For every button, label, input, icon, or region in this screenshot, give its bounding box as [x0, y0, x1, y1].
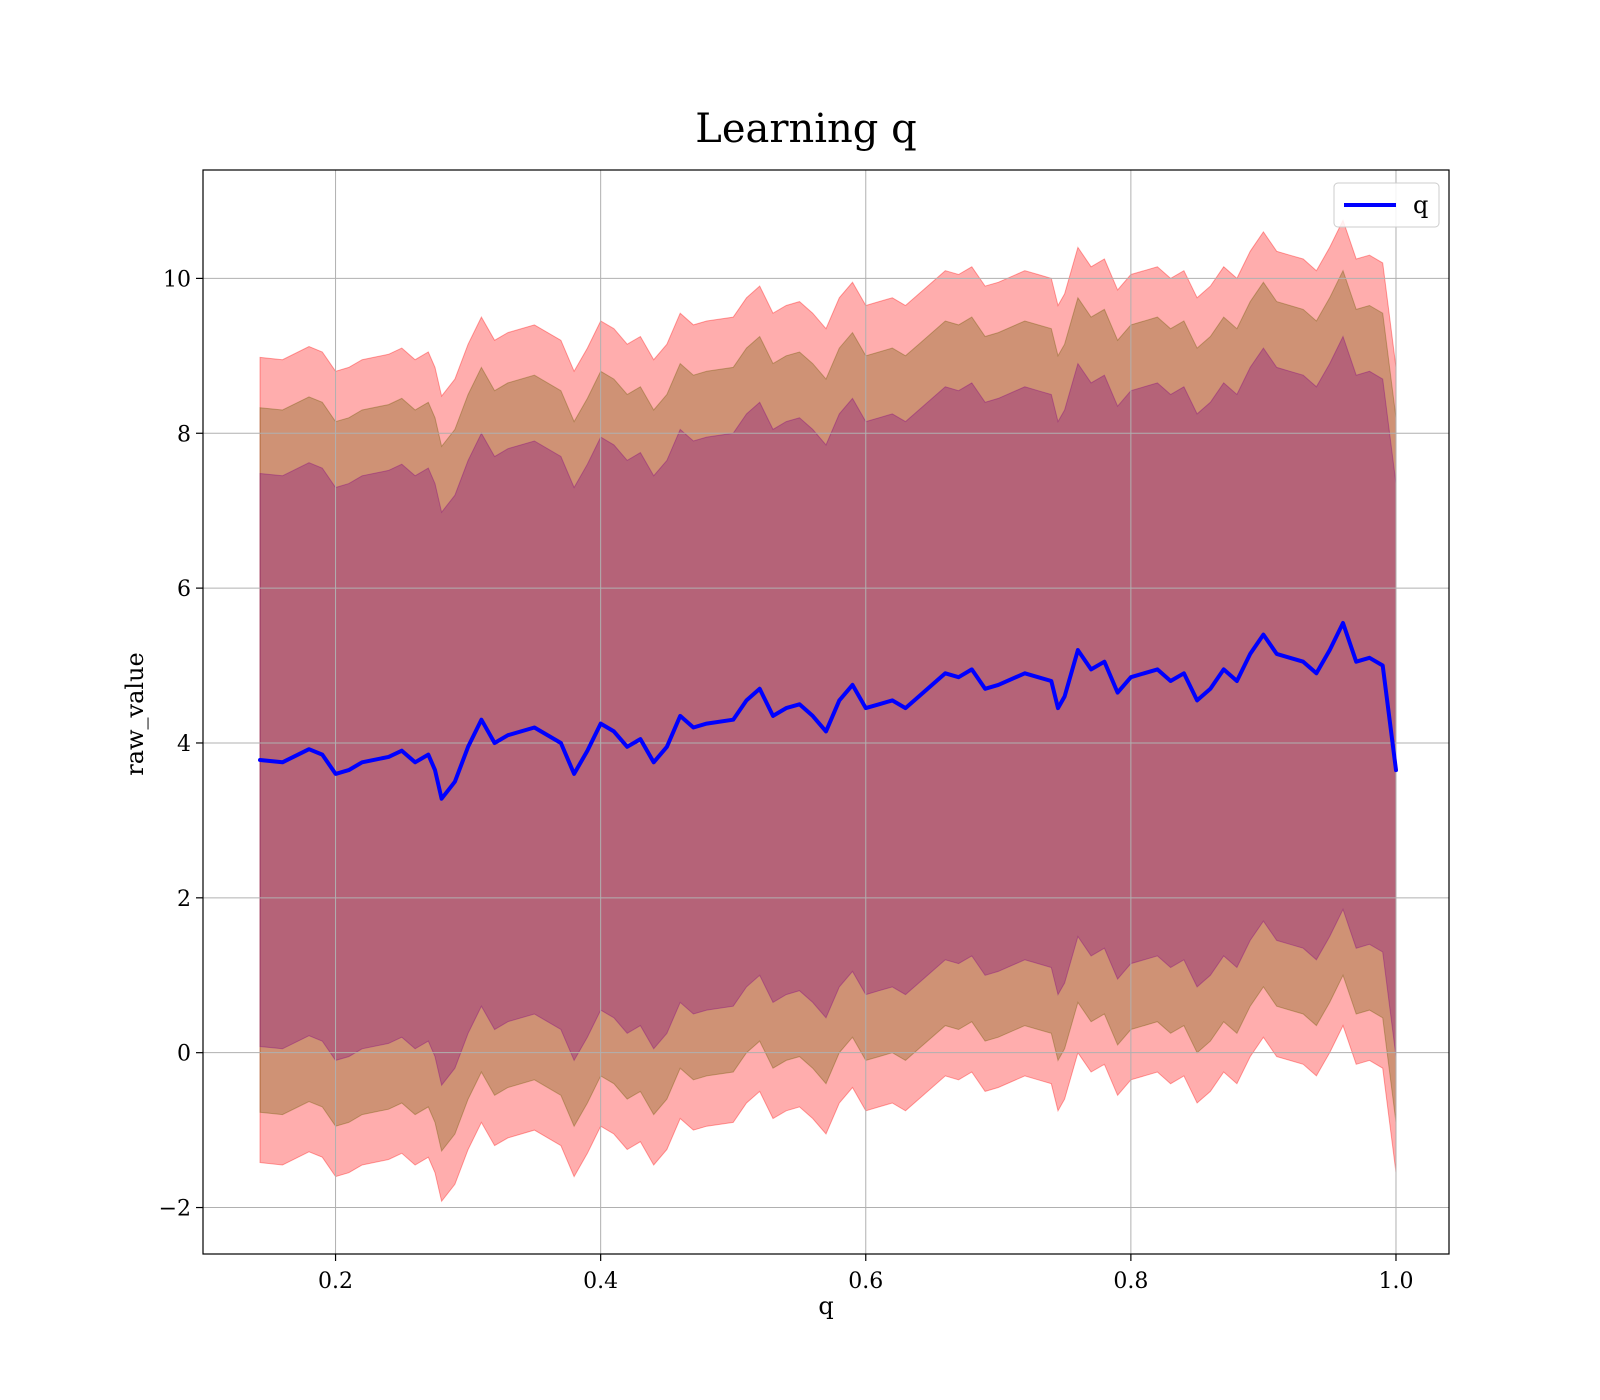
x-tick-label: 0.2 [318, 1269, 353, 1294]
chart-title: Learning q [695, 106, 916, 152]
confidence-bands [259, 218, 1397, 1203]
y-tick-label: 0 [177, 1042, 191, 1067]
y-tick-label: −2 [159, 1197, 191, 1222]
y-axis-label: raw_value [121, 652, 149, 776]
series-lines [258, 621, 1398, 801]
x-axis: 0.2 0.4 0.6 0.8 1.0 [318, 1254, 1413, 1294]
y-tick-label: 6 [177, 577, 191, 602]
plot-area [203, 170, 1449, 1254]
y-axis: −2 0 2 4 6 8 10 [159, 267, 203, 1222]
plot-border [202, 169, 1450, 1255]
x-tick-label: 0.4 [583, 1269, 618, 1294]
y-tick-label: 2 [177, 887, 191, 912]
series-line-q [258, 621, 1398, 801]
x-tick-label: 1.0 [1378, 1269, 1413, 1294]
grid-lines [203, 170, 1449, 1254]
x-axis-label: q [818, 1292, 833, 1320]
x-tick-label: 0.8 [1113, 1269, 1148, 1294]
legend: q [1333, 182, 1440, 228]
x-tick-label: 0.6 [848, 1269, 883, 1294]
y-tick-label: 4 [177, 732, 191, 757]
plot-background [203, 170, 1449, 1254]
y-tick-label: 8 [177, 422, 191, 447]
y-tick-label: 10 [163, 267, 191, 292]
legend-label: q [1413, 191, 1428, 219]
plot-frame [202, 169, 1450, 1255]
